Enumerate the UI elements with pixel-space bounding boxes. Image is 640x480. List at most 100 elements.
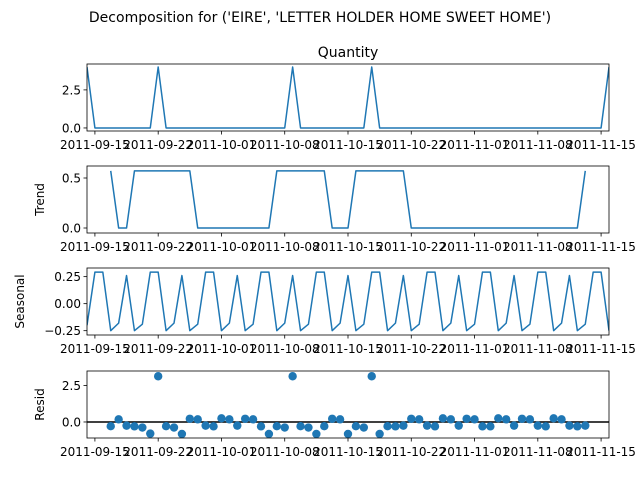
- x-tick-label: 2011-09-15: [60, 445, 130, 459]
- data-point: [383, 422, 392, 431]
- data-point: [501, 415, 511, 424]
- x-tick-label: 2011-10-01: [187, 240, 257, 254]
- data-point: [422, 421, 432, 430]
- data-point: [565, 421, 574, 430]
- data-point: [233, 421, 242, 430]
- data-point: [177, 429, 187, 438]
- data-point: [225, 415, 234, 424]
- panel-resid: Resid 0.02.52011-09-152011-09-222011-10-…: [33, 370, 636, 459]
- x-tick-label: 2011-11-15: [566, 138, 636, 152]
- data-point: [525, 415, 535, 424]
- data-point: [367, 372, 376, 381]
- y-axis-label: Resid: [33, 388, 47, 420]
- data-point: [454, 421, 463, 430]
- y-axis-label: Seasonal: [13, 274, 27, 328]
- data-point: [161, 422, 171, 431]
- x-tick-label: 2011-10-15: [313, 240, 383, 254]
- data-point: [146, 429, 155, 438]
- data-point: [573, 422, 582, 431]
- series-line: [87, 66, 609, 129]
- x-tick-label: 2011-11-08: [503, 240, 573, 254]
- x-tick-label: 2011-09-15: [60, 240, 130, 254]
- y-tick-label: 2.5: [62, 83, 81, 97]
- data-point: [327, 414, 337, 423]
- x-tick-label: 2011-10-08: [250, 342, 320, 356]
- x-tick-label: 2011-11-01: [440, 138, 510, 152]
- x-tick-label: 2011-10-15: [313, 342, 383, 356]
- x-tick-label: 2011-09-22: [123, 240, 193, 254]
- data-point: [446, 415, 456, 424]
- data-point: [509, 421, 519, 430]
- data-point: [486, 422, 495, 431]
- x-tick-label: 2011-11-01: [440, 445, 510, 459]
- panel-quantity: Quantity 0.02.52011-09-152011-09-222011-…: [60, 45, 636, 152]
- data-point: [256, 422, 266, 431]
- data-point: [581, 421, 590, 430]
- series-line: [87, 271, 609, 332]
- x-tick-label: 2011-10-08: [250, 138, 320, 152]
- data-point: [462, 414, 471, 423]
- x-tick-label: 2011-11-15: [566, 240, 636, 254]
- data-point: [359, 423, 369, 432]
- x-tick-label: 2011-10-15: [313, 445, 383, 459]
- data-point: [312, 429, 321, 438]
- data-point: [541, 422, 550, 431]
- data-point: [343, 429, 353, 438]
- data-point: [280, 423, 289, 432]
- panel-title: Quantity: [318, 45, 379, 61]
- x-tick-label: 2011-10-22: [376, 342, 446, 356]
- data-point: [478, 422, 487, 431]
- x-tick-label: 2011-09-22: [123, 342, 193, 356]
- data-point: [272, 422, 282, 431]
- x-tick-label: 2011-09-22: [123, 445, 193, 459]
- data-point: [130, 422, 139, 431]
- x-tick-label: 2011-11-15: [566, 342, 636, 356]
- x-tick-label: 2011-10-01: [187, 445, 257, 459]
- data-point: [296, 422, 305, 431]
- data-point: [193, 415, 202, 424]
- plot-area: [87, 66, 609, 129]
- data-point: [533, 421, 543, 430]
- data-point: [399, 421, 408, 430]
- data-point: [438, 414, 448, 423]
- series-line: [109, 170, 587, 229]
- data-point: [106, 422, 115, 431]
- plot-area: [109, 170, 587, 229]
- x-tick-label: 2011-10-01: [187, 342, 257, 356]
- y-tick-label: 0.5: [62, 172, 81, 186]
- x-tick-label: 2011-10-15: [313, 138, 383, 152]
- y-tick-label: 0.25: [54, 270, 81, 284]
- panel-trend: Trend 0.00.52011-09-152011-09-222011-10-…: [33, 165, 636, 254]
- data-point: [209, 422, 218, 431]
- plot-area: [87, 372, 609, 438]
- data-point: [549, 414, 558, 423]
- data-point: [517, 414, 527, 423]
- data-point: [248, 415, 258, 424]
- data-point: [335, 415, 345, 424]
- y-tick-label: 2.5: [62, 379, 81, 393]
- x-tick-label: 2011-10-22: [376, 138, 446, 152]
- x-tick-label: 2011-09-22: [123, 138, 193, 152]
- y-tick-label: 0.0: [62, 415, 81, 429]
- x-tick-label: 2011-11-08: [503, 342, 573, 356]
- x-tick-label: 2011-10-22: [376, 240, 446, 254]
- x-tick-label: 2011-11-08: [503, 138, 573, 152]
- data-point: [185, 414, 195, 423]
- data-point: [304, 423, 313, 432]
- data-point: [122, 421, 131, 430]
- data-point: [375, 429, 384, 438]
- figure-suptitle: Decomposition for ('EIRE', 'LETTER HOLDE…: [89, 10, 551, 26]
- data-point: [557, 415, 566, 424]
- data-point: [320, 422, 329, 431]
- data-point: [153, 372, 163, 381]
- x-tick-label: 2011-09-15: [60, 342, 130, 356]
- plot-area: [87, 271, 609, 332]
- panel-seasonal: Seasonal −0.25 0.00 0.25 2011-09-152011-09-…: [13, 267, 636, 356]
- x-tick-label: 2011-10-08: [250, 445, 320, 459]
- x-tick-label: 2011-10-22: [376, 445, 446, 459]
- data-point: [430, 422, 440, 431]
- data-point: [240, 414, 250, 423]
- x-tick-label: 2011-10-01: [187, 138, 257, 152]
- x-tick-label: 2011-11-08: [503, 445, 573, 459]
